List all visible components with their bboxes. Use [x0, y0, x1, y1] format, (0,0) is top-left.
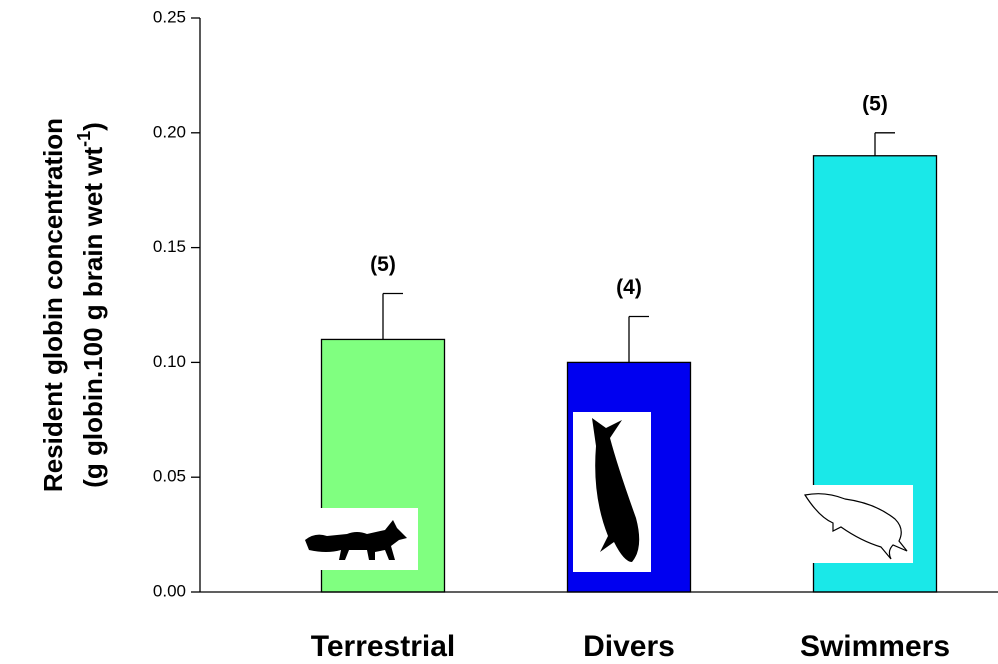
x-tick-label: Swimmers	[800, 630, 950, 663]
y-tick-label: 0.00	[153, 581, 186, 600]
icon-box	[797, 485, 913, 563]
fox-icon	[305, 520, 407, 560]
y-tick-label: 0.25	[153, 7, 186, 26]
dolphin-icon	[804, 493, 908, 560]
x-tick-label: Divers	[583, 630, 675, 663]
y-tick-label: 0.05	[153, 467, 186, 486]
y-axis-label: Resident globin concentration	[38, 118, 68, 492]
y-tick-label: 0.15	[153, 237, 186, 256]
sample-size-label: (5)	[862, 92, 888, 115]
sample-size-label: (5)	[370, 253, 396, 276]
y-tick-label: 0.10	[153, 352, 186, 371]
x-tick-label: Terrestrial	[311, 630, 456, 663]
y-axis-label-part: )	[78, 122, 108, 131]
y-axis-label: (g globin.100 g brain wet wt-1)	[74, 122, 108, 488]
y-axis-label-part: (g globin.100 g brain wet wt	[78, 147, 108, 488]
sample-size-label: (4)	[616, 276, 642, 299]
y-tick-label: 0.20	[153, 122, 186, 141]
whale-icon	[592, 418, 640, 562]
icons	[298, 412, 913, 572]
y-axis-label-superscript: -1	[74, 131, 94, 147]
